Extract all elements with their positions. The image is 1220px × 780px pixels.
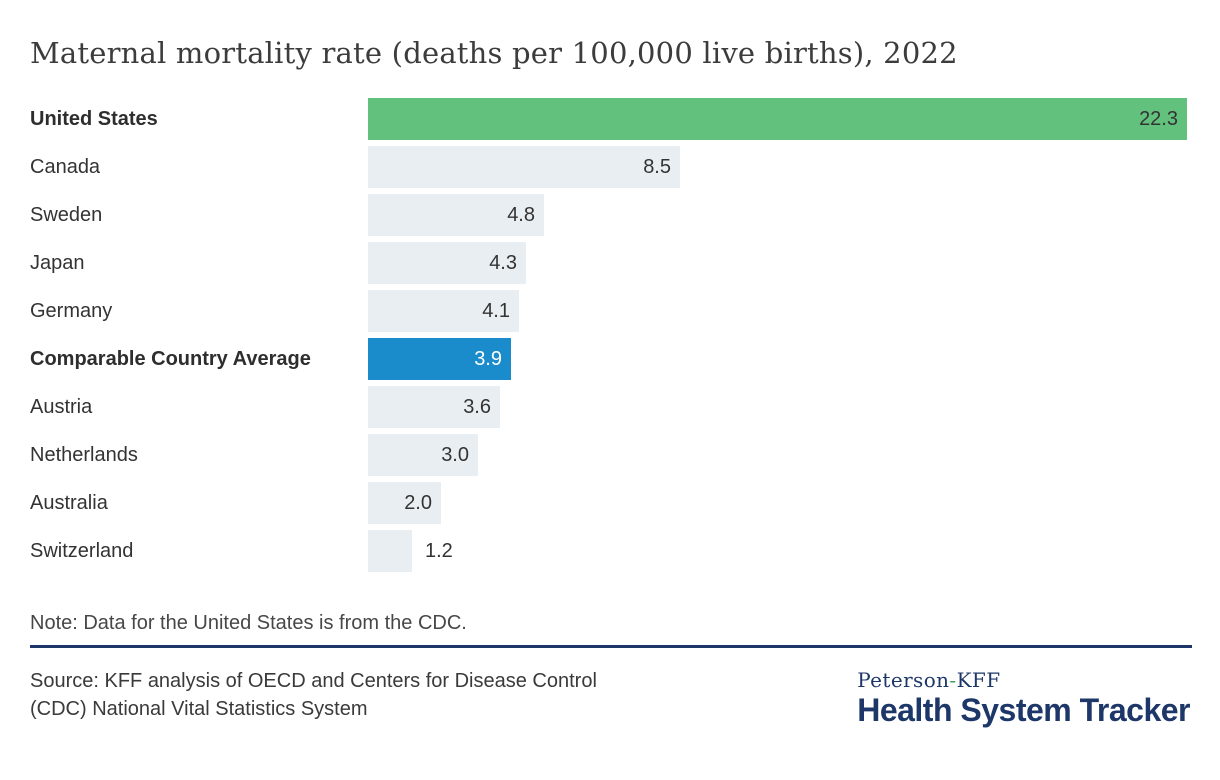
- bar: [368, 529, 412, 572]
- logo-kff-text: KFF: [956, 667, 1001, 692]
- category-label: Germany: [30, 299, 113, 322]
- category-label: United States: [30, 107, 158, 130]
- chart-row: Sweden 4.8: [30, 191, 1190, 239]
- bar-value-label: 1.2: [425, 539, 453, 562]
- bar: 3.6: [368, 385, 500, 428]
- category-label: Sweden: [30, 203, 103, 226]
- logo-health-system-tracker: Health System Tracker: [857, 691, 1190, 728]
- divider-rule: [30, 644, 1192, 648]
- category-label: Comparable Country Average: [30, 347, 311, 370]
- bar-track: 1.2: [368, 529, 1190, 572]
- category-label: Netherlands: [30, 443, 138, 466]
- logo-peterson-kff: Peterson-KFF: [857, 669, 1190, 691]
- bar: 22.3: [368, 97, 1187, 140]
- peterson-kff-health-system-tracker-logo[interactable]: Peterson-KFF Health System Tracker: [857, 669, 1190, 728]
- bar: 4.3: [368, 241, 526, 284]
- category-label: Austria: [30, 395, 93, 418]
- bar-value-label: 4.1: [482, 299, 510, 322]
- footer: Source: KFF analysis of OECD and Centers…: [30, 667, 1190, 728]
- chart-row: Japan 4.3: [30, 239, 1190, 287]
- bar-track: 4.8: [368, 193, 1190, 236]
- chart-row: Austria 3.6: [30, 383, 1190, 431]
- bar: 3.9: [368, 337, 511, 380]
- bar: 4.8: [368, 193, 544, 236]
- chart-row: United States 22.3: [30, 95, 1190, 143]
- bar-value-label: 4.3: [489, 251, 517, 274]
- bar-value-label: 4.8: [507, 203, 535, 226]
- source-line-1: Source: KFF analysis of OECD and Centers…: [30, 669, 597, 692]
- bar-chart: United States 22.3 Canada 8.5 Sweden 4.8 Japan…: [30, 95, 1190, 575]
- category-label: Switzerland: [30, 539, 134, 562]
- logo-peterson-text: Peterson: [857, 667, 950, 692]
- chart-title: Maternal mortality rate (deaths per 100,…: [30, 36, 958, 70]
- bar-track: 3.6: [368, 385, 1190, 428]
- bar-value-label: 3.6: [463, 395, 491, 418]
- bar: 4.1: [368, 289, 519, 332]
- bar-value-label: 3.9: [474, 347, 502, 370]
- source-line-2: (CDC) National Vital Statistics System: [30, 698, 368, 721]
- source-text: Source: KFF analysis of OECD and Centers…: [30, 667, 597, 724]
- bar: 2.0: [368, 481, 441, 524]
- chart-row: Switzerland 1.2: [30, 527, 1190, 575]
- chart-row: Germany 4.1: [30, 287, 1190, 335]
- bar-value-label: 8.5: [643, 155, 671, 178]
- chart-note: Note: Data for the United States is from…: [30, 611, 467, 634]
- bar-value-label: 3.0: [441, 443, 469, 466]
- bar-track: 3.9: [368, 337, 1190, 380]
- logo-hyphen: -: [949, 667, 957, 692]
- bar-track: 22.3: [368, 97, 1190, 140]
- bar-value-label: 2.0: [404, 491, 432, 514]
- bar-track: 2.0: [368, 481, 1190, 524]
- category-label: Japan: [30, 251, 85, 274]
- category-label: Australia: [30, 491, 108, 514]
- chart-row: Australia 2.0: [30, 479, 1190, 527]
- chart-row: Canada 8.5: [30, 143, 1190, 191]
- chart-row: Comparable Country Average 3.9: [30, 335, 1190, 383]
- chart-row: Netherlands 3.0: [30, 431, 1190, 479]
- bar-value-label: 22.3: [1139, 107, 1178, 130]
- bar-track: 3.0: [368, 433, 1190, 476]
- bar-track: 4.1: [368, 289, 1190, 332]
- bar-track: 4.3: [368, 241, 1190, 284]
- bar: 8.5: [368, 145, 680, 188]
- bar: 3.0: [368, 433, 478, 476]
- category-label: Canada: [30, 155, 101, 178]
- bar-track: 8.5: [368, 145, 1190, 188]
